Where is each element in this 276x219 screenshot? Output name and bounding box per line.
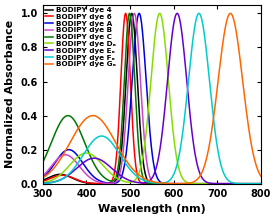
BODIPY dye 4 bbox=[41, 179, 44, 182]
BODIPY dye C bbox=[255, 182, 258, 185]
BODIPY dye C bbox=[66, 114, 69, 117]
BODIPY dye A bbox=[125, 150, 128, 153]
BODIPY dye A bbox=[134, 30, 137, 33]
BODIPY dye C bbox=[41, 161, 44, 164]
BODIPY dye 6 bbox=[134, 165, 137, 168]
BODIPY dye A bbox=[137, 12, 141, 15]
BODIPY dye Eₐ bbox=[255, 182, 258, 185]
BODIPY dye B bbox=[66, 154, 69, 156]
BODIPY dye Gₐ bbox=[177, 182, 181, 185]
BODIPY dye Dₐ bbox=[259, 182, 262, 185]
BODIPY dye A bbox=[259, 182, 262, 185]
BODIPY dye C bbox=[232, 182, 235, 185]
BODIPY dye Gₐ bbox=[41, 177, 44, 179]
BODIPY dye C bbox=[134, 101, 137, 104]
BODIPY dye 6 bbox=[41, 180, 44, 183]
Line: BODIPY dye Fₐ: BODIPY dye Fₐ bbox=[43, 13, 261, 184]
BODIPY dye Dₐ bbox=[66, 166, 69, 169]
BODIPY dye 4 bbox=[134, 53, 137, 55]
BODIPY dye Eₐ bbox=[176, 12, 179, 15]
X-axis label: Wavelength (nm): Wavelength (nm) bbox=[98, 204, 206, 214]
BODIPY dye Fₐ bbox=[197, 12, 201, 15]
BODIPY dye B bbox=[79, 166, 82, 169]
BODIPY dye Dₐ bbox=[232, 182, 235, 185]
BODIPY dye Eₐ bbox=[66, 174, 69, 177]
BODIPY dye Dₐ bbox=[134, 178, 137, 181]
BODIPY dye 6 bbox=[232, 182, 235, 185]
BODIPY dye 4 bbox=[66, 175, 69, 177]
BODIPY dye A bbox=[41, 177, 44, 179]
BODIPY dye Dₐ bbox=[41, 182, 44, 184]
BODIPY dye 6 bbox=[259, 182, 262, 185]
BODIPY dye B bbox=[255, 182, 258, 185]
BODIPY dye 6 bbox=[125, 15, 128, 17]
Line: BODIPY dye B: BODIPY dye B bbox=[43, 13, 261, 184]
BODIPY dye Fₐ bbox=[66, 174, 69, 177]
BODIPY dye C bbox=[259, 182, 262, 185]
BODIPY dye Gₐ bbox=[66, 146, 69, 148]
BODIPY dye Dₐ bbox=[255, 182, 258, 185]
BODIPY dye 4 bbox=[130, 12, 133, 15]
BODIPY dye Dₐ bbox=[125, 181, 128, 183]
BODIPY dye B bbox=[134, 18, 137, 20]
BODIPY dye Dₐ bbox=[79, 154, 82, 156]
BODIPY dye Fₐ bbox=[134, 174, 137, 177]
BODIPY dye 6 bbox=[66, 175, 69, 177]
BODIPY dye 4 bbox=[259, 182, 262, 185]
BODIPY dye Gₐ bbox=[229, 12, 232, 15]
BODIPY dye Fₐ bbox=[259, 182, 262, 185]
BODIPY dye 6 bbox=[124, 12, 127, 15]
BODIPY dye C bbox=[79, 131, 82, 134]
BODIPY dye Gₐ bbox=[255, 166, 258, 169]
BODIPY dye Eₐ bbox=[232, 182, 235, 185]
BODIPY dye Fₐ bbox=[79, 158, 82, 161]
BODIPY dye B bbox=[259, 182, 262, 185]
BODIPY dye Gₐ bbox=[259, 175, 262, 178]
BODIPY dye 4 bbox=[79, 180, 82, 183]
BODIPY dye C bbox=[128, 12, 131, 15]
BODIPY dye Fₐ bbox=[125, 163, 128, 166]
Line: BODIPY dye Gₐ: BODIPY dye Gₐ bbox=[43, 13, 261, 184]
BODIPY dye 4 bbox=[255, 182, 258, 185]
Line: BODIPY dye 4: BODIPY dye 4 bbox=[43, 13, 261, 184]
Line: BODIPY dye Eₐ: BODIPY dye Eₐ bbox=[43, 13, 261, 184]
BODIPY dye A bbox=[66, 148, 69, 151]
Legend: BODIPY dye 4, BODIPY dye 6, BODIPY dye A, BODIPY dye B, BODIPY dye C, BODIPY dye: BODIPY dye 4, BODIPY dye 6, BODIPY dye A… bbox=[44, 6, 116, 68]
Y-axis label: Normalized Absorbance: Normalized Absorbance bbox=[5, 20, 15, 168]
BODIPY dye Eₐ bbox=[79, 164, 82, 166]
BODIPY dye 4 bbox=[125, 73, 128, 76]
BODIPY dye Eₐ bbox=[134, 181, 137, 184]
BODIPY dye A bbox=[255, 182, 258, 185]
BODIPY dye Dₐ bbox=[158, 12, 161, 15]
BODIPY dye 6 bbox=[79, 180, 82, 182]
BODIPY dye Gₐ bbox=[125, 159, 128, 162]
BODIPY dye B bbox=[41, 175, 44, 177]
BODIPY dye Gₐ bbox=[134, 171, 137, 174]
BODIPY dye B bbox=[232, 182, 235, 185]
Line: BODIPY dye 6: BODIPY dye 6 bbox=[43, 13, 261, 184]
Line: BODIPY dye Dₐ: BODIPY dye Dₐ bbox=[43, 13, 261, 184]
BODIPY dye 6 bbox=[255, 182, 258, 185]
BODIPY dye Fₐ bbox=[41, 182, 44, 185]
BODIPY dye Eₐ bbox=[259, 182, 262, 185]
BODIPY dye Fₐ bbox=[255, 182, 258, 185]
BODIPY dye Eₐ bbox=[125, 178, 128, 180]
BODIPY dye Eₐ bbox=[41, 182, 44, 185]
BODIPY dye A bbox=[232, 182, 235, 185]
BODIPY dye Fₐ bbox=[232, 182, 235, 184]
Line: BODIPY dye C: BODIPY dye C bbox=[43, 13, 261, 184]
BODIPY dye Gₐ bbox=[79, 124, 82, 126]
BODIPY dye Gₐ bbox=[232, 17, 235, 19]
BODIPY dye B bbox=[125, 110, 128, 112]
BODIPY dye C bbox=[125, 41, 128, 43]
BODIPY dye 4 bbox=[232, 182, 235, 185]
Line: BODIPY dye A: BODIPY dye A bbox=[43, 13, 261, 184]
BODIPY dye A bbox=[79, 158, 82, 161]
BODIPY dye B bbox=[133, 12, 136, 15]
